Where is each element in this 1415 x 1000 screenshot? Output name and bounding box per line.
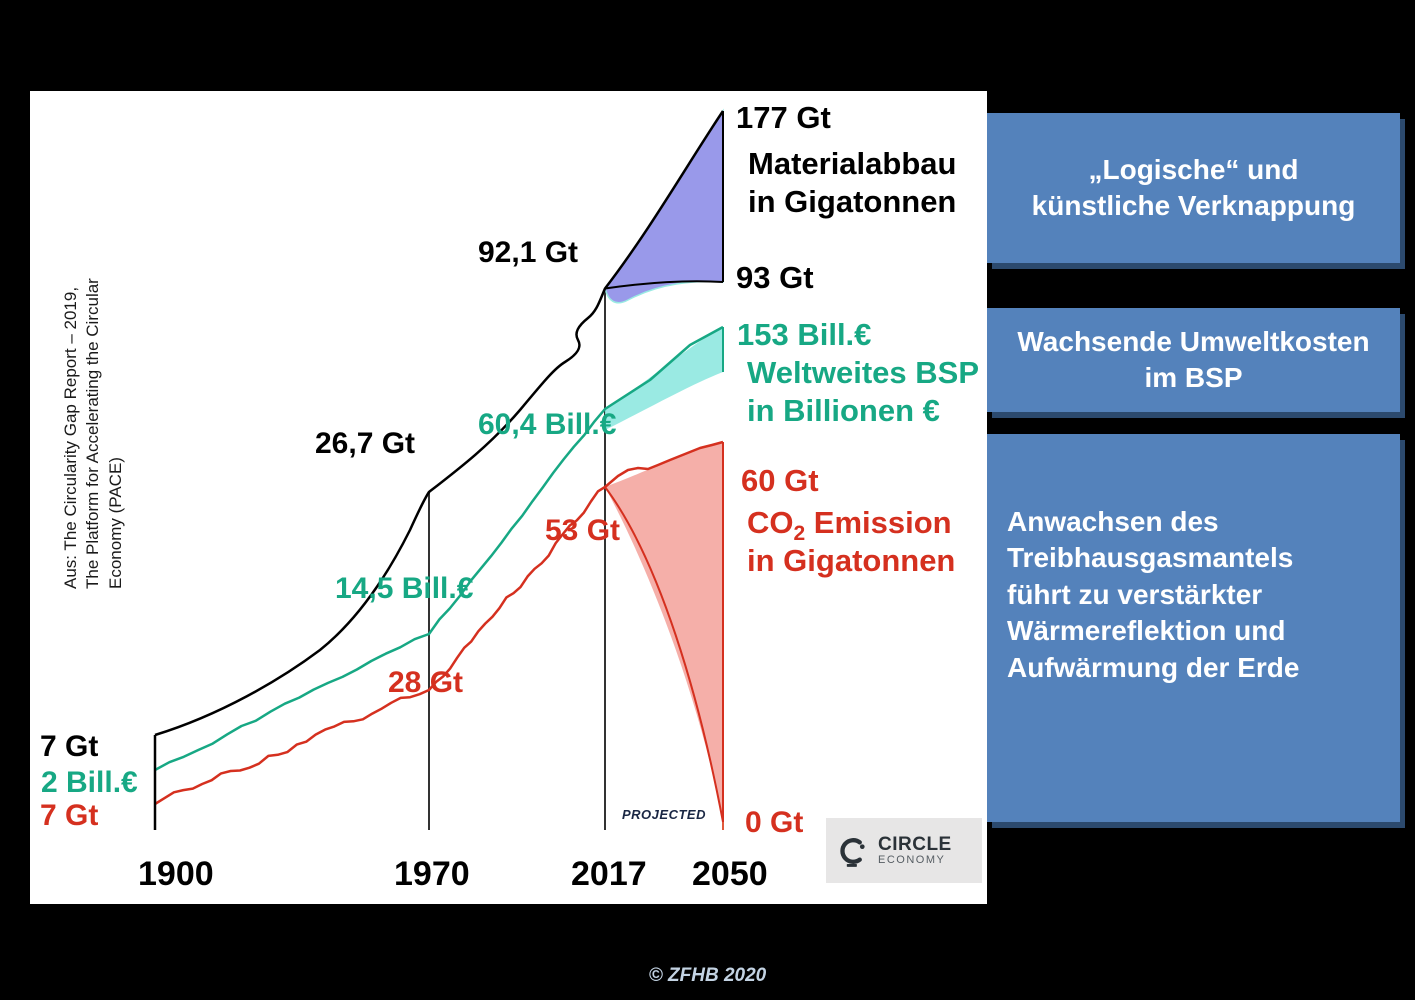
svg-text:2017: 2017 (571, 855, 647, 893)
svg-text:7 Gt: 7 Gt (40, 730, 98, 763)
svg-text:26,7 Gt: 26,7 Gt (315, 427, 415, 460)
svg-text:153 Bill.€: 153 Bill.€ (737, 317, 871, 352)
svg-text:in Gigatonnen: in Gigatonnen (747, 543, 955, 578)
svg-text:0 Gt: 0 Gt (745, 806, 803, 839)
svg-text:in Gigatonnen: in Gigatonnen (748, 184, 956, 219)
svg-text:28 Gt: 28 Gt (388, 666, 463, 699)
svg-text:Materialabbau: Materialabbau (748, 146, 956, 181)
svg-text:in Billionen €: in Billionen € (747, 393, 940, 428)
svg-text:92,1 Gt: 92,1 Gt (478, 236, 578, 269)
svg-text:14,5 Bill.€: 14,5 Bill.€ (335, 572, 474, 605)
svg-text:60 Gt: 60 Gt (741, 463, 819, 498)
svg-text:53 Gt: 53 Gt (545, 514, 620, 547)
svg-text:2050: 2050 (692, 855, 768, 893)
svg-text:60,4 Bill.€: 60,4 Bill.€ (478, 408, 617, 441)
svg-text:93 Gt: 93 Gt (736, 260, 814, 295)
svg-text:2 Bill.€: 2 Bill.€ (41, 766, 138, 799)
svg-text:PROJECTED: PROJECTED (622, 807, 706, 822)
svg-text:CO2 Emission: CO2 Emission (747, 505, 952, 545)
svg-text:Weltweites BSP: Weltweites BSP (747, 355, 979, 390)
svg-text:7 Gt: 7 Gt (40, 799, 98, 832)
svg-text:1970: 1970 (394, 855, 470, 893)
svg-text:1900: 1900 (138, 855, 214, 893)
svg-text:177 Gt: 177 Gt (736, 100, 831, 135)
